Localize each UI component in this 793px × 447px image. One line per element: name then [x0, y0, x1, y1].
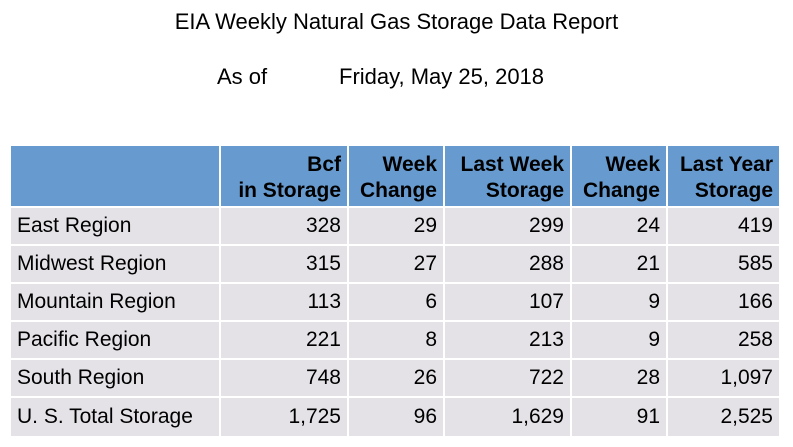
week-change-cell: 6: [349, 284, 445, 322]
table-header-row: Bcf in Storage Week Change Last Week Storag…: [11, 146, 779, 208]
header-line: Change: [359, 179, 437, 202]
week-change-cell: 8: [349, 322, 445, 360]
last-week-storage-cell: 1,629: [445, 398, 572, 436]
region-name: Mountain Region: [11, 284, 221, 322]
last-year-storage-cell: 258: [668, 322, 779, 360]
header-line: in Storage: [238, 179, 341, 202]
bcf-in-storage-cell: 113: [221, 284, 349, 322]
bcf-in-storage-cell: 328: [221, 208, 349, 246]
week-change-cell: 96: [349, 398, 445, 436]
report-title: EIA Weekly Natural Gas Storage Data Repo…: [174, 9, 619, 34]
prev-week-change-cell: 21: [572, 246, 668, 284]
region-name: Midwest Region: [11, 246, 221, 284]
header-last-week-storage: Last Week Storage: [445, 146, 572, 208]
header-line: Week: [605, 153, 660, 176]
header-line: Last Year: [679, 153, 773, 176]
week-change-cell: 27: [349, 246, 445, 284]
region-name: Pacific Region: [11, 322, 221, 360]
header-line: Last Week: [460, 153, 565, 176]
header-line: Storage: [694, 179, 773, 202]
last-year-storage-cell: 2,525: [668, 398, 779, 436]
last-year-storage-cell: 585: [668, 246, 779, 284]
last-week-storage-cell: 213: [445, 322, 572, 360]
table-row: South Region 748 26 722 28 1,097: [11, 360, 779, 398]
last-year-storage-cell: 166: [668, 284, 779, 322]
header-line: Bcf: [307, 153, 341, 176]
header-bcf-in-storage: Bcf in Storage: [221, 146, 349, 208]
header-region: [11, 146, 221, 208]
bcf-in-storage-cell: 1,725: [221, 398, 349, 436]
week-change-cell: 29: [349, 208, 445, 246]
as-of-label: As of: [217, 64, 268, 89]
bcf-in-storage-cell: 748: [221, 360, 349, 398]
header-week-change: Week Change: [349, 146, 445, 208]
prev-week-change-cell: 91: [572, 398, 668, 436]
header-line: Change: [582, 179, 660, 202]
last-year-storage-cell: 1,097: [668, 360, 779, 398]
prev-week-change-cell: 9: [572, 322, 668, 360]
header-last-year-storage: Last Year Storage: [668, 146, 779, 208]
last-week-storage-cell: 107: [445, 284, 572, 322]
header-prev-week-change: Week Change: [572, 146, 668, 208]
storage-table: Bcf in Storage Week Change Last Week Storag…: [11, 146, 779, 436]
prev-week-change-cell: 28: [572, 360, 668, 398]
region-name: East Region: [11, 208, 221, 246]
region-name: South Region: [11, 360, 221, 398]
last-week-storage-cell: 299: [445, 208, 572, 246]
table-row: Mountain Region 113 6 107 9 166: [11, 284, 779, 322]
bcf-in-storage-cell: 315: [221, 246, 349, 284]
week-change-cell: 26: [349, 360, 445, 398]
last-week-storage-cell: 288: [445, 246, 572, 284]
last-week-storage-cell: 722: [445, 360, 572, 398]
report-date: Friday, May 25, 2018: [339, 64, 545, 89]
header-line: Storage: [485, 179, 564, 202]
prev-week-change-cell: 9: [572, 284, 668, 322]
table-row: Pacific Region 221 8 213 9 258: [11, 322, 779, 360]
table-row: East Region 328 29 299 24 419: [11, 208, 779, 246]
table-row: Midwest Region 315 27 288 21 585: [11, 246, 779, 284]
region-name: U. S. Total Storage: [11, 398, 221, 436]
last-year-storage-cell: 419: [668, 208, 779, 246]
table-row-total: U. S. Total Storage 1,725 96 1,629 91 2,…: [11, 398, 779, 436]
header-line: Week: [382, 153, 437, 176]
prev-week-change-cell: 24: [572, 208, 668, 246]
bcf-in-storage-cell: 221: [221, 322, 349, 360]
